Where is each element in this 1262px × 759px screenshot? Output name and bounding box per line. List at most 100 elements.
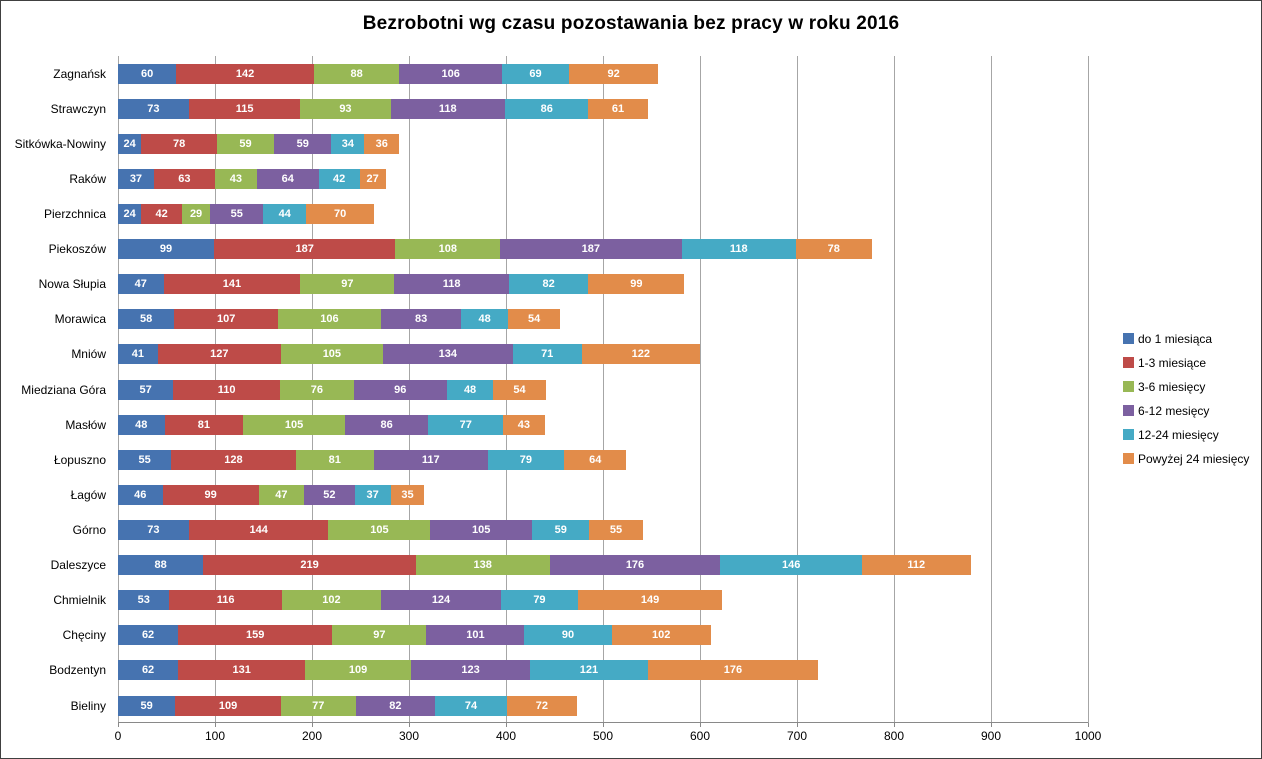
bar-value-label: 48 <box>463 383 477 396</box>
bar-segment: 55 <box>589 519 643 540</box>
bars-layer: 60 142 88 106 69 92 73 115 93 118 86 61 24 78 59 59 34 36… <box>118 56 1088 723</box>
category-label: Zagnańsk <box>53 66 106 81</box>
bar-value-label: 109 <box>348 664 368 677</box>
bar-segment: 48 <box>118 414 165 435</box>
bar-segment: 44 <box>263 203 307 224</box>
bar-segment: 70 <box>306 203 375 224</box>
bar-value-label: 35 <box>401 488 414 501</box>
bar-value-label: 110 <box>217 383 236 396</box>
stacked-bar: 41 127 105 134 71 122 <box>118 344 700 365</box>
legend-label: 6-12 mesięcy <box>1138 403 1210 418</box>
bar-segment: 127 <box>157 344 281 365</box>
x-axis-tick <box>894 723 895 727</box>
bar-segment: 47 <box>118 274 164 295</box>
bar-segment: 62 <box>118 660 179 681</box>
category-label: Raków <box>69 171 106 186</box>
x-axis-tick <box>506 723 507 727</box>
bar-segment: 81 <box>295 449 375 470</box>
bar-value-label: 108 <box>438 243 457 256</box>
bar-value-label: 76 <box>310 383 323 396</box>
bar-value-label: 121 <box>579 664 599 677</box>
bar-segment: 69 <box>502 63 570 84</box>
bar-segment: 64 <box>564 449 627 470</box>
bar-segment: 55 <box>118 449 172 470</box>
bar-value-label: 60 <box>140 67 154 80</box>
bar-value-label: 52 <box>323 488 336 501</box>
bar-segment: 118 <box>390 98 505 119</box>
x-axis-line <box>118 722 1088 723</box>
bar-value-label: 36 <box>375 137 388 150</box>
bar-segment: 146 <box>720 555 862 576</box>
bar-segment: 97 <box>300 274 395 295</box>
bar-segment: 59 <box>532 519 590 540</box>
bar-segment: 138 <box>415 555 550 576</box>
bar-segment: 176 <box>549 555 721 576</box>
category-label: Masłów <box>65 417 106 432</box>
bar-value-label: 62 <box>141 629 155 642</box>
bar-segment: 63 <box>153 168 215 189</box>
bar-value-label: 47 <box>134 278 147 291</box>
bar-segment: 64 <box>256 168 319 189</box>
bar-value-label: 59 <box>140 699 153 712</box>
bar-segment: 96 <box>353 379 447 400</box>
bar-row: 62 131 109 123 121 176 <box>118 653 1088 688</box>
stacked-bar: 48 81 105 86 77 43 <box>118 414 545 435</box>
bar-value-label: 176 <box>723 664 743 677</box>
bar-row: 59 109 77 82 74 72 <box>118 688 1088 723</box>
bar-row: 55 128 81 117 79 64 <box>118 442 1088 477</box>
bar-segment: 88 <box>313 63 400 84</box>
bar-segment: 83 <box>380 309 462 330</box>
legend-item: Powyżej 24 miesięcy <box>1123 452 1249 466</box>
bar-segment: 24 <box>118 203 142 224</box>
legend-item: 12-24 miesięcy <box>1123 428 1249 442</box>
category-axis-labels: Zagnańsk Strawczyn Sitkówka-Nowiny Raków Pie… <box>3 56 113 723</box>
bar-value-label: 62 <box>141 664 155 677</box>
bar-value-label: 37 <box>366 488 379 501</box>
bar-value-label: 72 <box>535 699 548 712</box>
bar-value-label: 79 <box>533 594 546 607</box>
bar-segment: 107 <box>174 309 279 330</box>
bar-value-label: 102 <box>322 594 341 607</box>
bar-value-label: 24 <box>123 207 136 220</box>
bar-segment: 187 <box>500 239 682 260</box>
bar-row: 46 99 47 52 37 35 <box>118 477 1088 512</box>
bar-segment: 118 <box>681 239 796 260</box>
bar-value-label: 86 <box>540 102 553 115</box>
x-axis-tick-label: 800 <box>883 729 905 743</box>
bar-row: 47 141 97 118 82 99 <box>118 267 1088 302</box>
bar-value-label: 134 <box>438 348 457 361</box>
bar-row: 73 115 93 118 86 61 <box>118 91 1088 126</box>
category-label: Bodzentyn <box>49 663 106 678</box>
bar-segment: 71 <box>512 344 582 365</box>
bar-segment: 43 <box>503 414 545 435</box>
x-axis-tick-label: 100 <box>204 729 226 743</box>
category-label: Górno <box>72 522 106 537</box>
bar-row: 24 42 29 55 44 70 <box>118 196 1088 231</box>
x-axis-tick-label: 500 <box>592 729 614 743</box>
legend: do 1 miesiąca 1-3 miesiące 3-6 miesięcy 6-1… <box>1123 332 1249 476</box>
bar-row: 58 107 106 83 48 54 <box>118 302 1088 337</box>
bar-segment: 102 <box>611 625 711 646</box>
bar-segment: 106 <box>278 309 381 330</box>
bar-value-label: 64 <box>589 453 602 466</box>
bar-segment: 29 <box>182 203 211 224</box>
bar-segment: 110 <box>173 379 280 400</box>
bar-value-label: 123 <box>461 664 480 677</box>
gridline <box>797 56 798 723</box>
bar-segment: 78 <box>795 239 872 260</box>
x-axis-tick <box>312 723 313 727</box>
x-axis-tick <box>215 723 216 727</box>
bar-value-label: 59 <box>239 137 252 150</box>
bar-value-label: 105 <box>284 418 304 431</box>
bar-segment: 92 <box>569 63 659 84</box>
legend-swatch-icon <box>1123 429 1134 440</box>
bar-value-label: 73 <box>147 523 160 536</box>
stacked-bar: 59 109 77 82 74 72 <box>118 695 577 716</box>
bar-value-label: 159 <box>246 629 265 642</box>
stacked-bar: 62 159 97 101 90 102 <box>118 625 711 646</box>
category-label: Pierzchnica <box>43 206 106 221</box>
bar-value-label: 55 <box>609 523 623 536</box>
bar-segment: 142 <box>176 63 314 84</box>
bar-value-label: 187 <box>581 243 600 256</box>
bar-value-label: 144 <box>249 523 268 536</box>
